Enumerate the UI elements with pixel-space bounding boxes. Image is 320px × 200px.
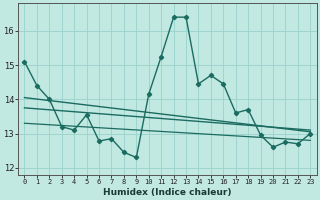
X-axis label: Humidex (Indice chaleur): Humidex (Indice chaleur) xyxy=(103,188,232,197)
